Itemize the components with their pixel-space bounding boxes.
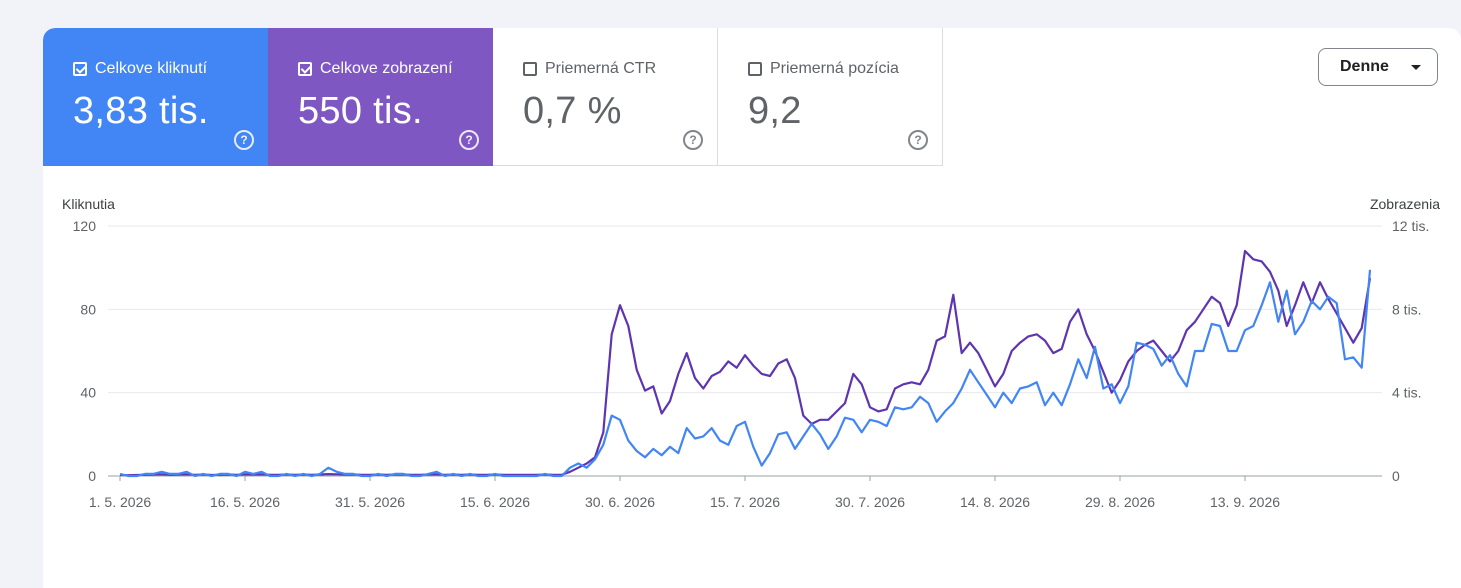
checkbox-impressions[interactable]: [298, 62, 312, 76]
metric-label-impressions: Celkove zobrazení: [320, 60, 453, 77]
y-tick-left: 120: [73, 218, 97, 234]
metric-value-clicks: 3,83 tis.: [73, 90, 209, 132]
metric-value-impressions: 550 tis.: [298, 90, 423, 132]
x-tick-label: 15. 7. 2026: [710, 494, 780, 510]
y-axis-label-right: Zobrazenia: [1370, 196, 1440, 212]
x-tick-label: 15. 6. 2026: [460, 494, 530, 510]
y-tick-right: 0: [1392, 468, 1400, 484]
metric-tile-position[interactable]: Priemerná pozícia 9,2 ?: [718, 28, 943, 166]
series-line-impressions: [119, 249, 1372, 477]
x-tick-label: 30. 6. 2026: [585, 494, 655, 510]
metric-label-ctr: Priemerná CTR: [545, 60, 657, 77]
help-icon[interactable]: ?: [908, 130, 928, 150]
checkbox-position[interactable]: [748, 62, 762, 76]
metric-label-clicks: Celkove kliknutí: [95, 60, 208, 77]
x-tick-label: 16. 5. 2026: [210, 494, 280, 510]
dropdown-value: Denne: [1340, 58, 1389, 75]
x-tick-label: 29. 8. 2026: [1085, 494, 1155, 510]
x-tick-label: 14. 8. 2026: [960, 494, 1030, 510]
checkbox-ctr[interactable]: [523, 62, 537, 76]
help-icon[interactable]: ?: [459, 130, 479, 150]
granularity-dropdown[interactable]: Denne: [1318, 48, 1438, 86]
y-tick-right: 8 tis.: [1392, 301, 1422, 317]
x-tick-label: 30. 7. 2026: [835, 494, 905, 510]
metric-value-ctr: 0,7 %: [523, 90, 622, 132]
metric-tile-clicks[interactable]: Celkove kliknutí 3,83 tis. ?: [43, 28, 268, 166]
help-icon[interactable]: ?: [683, 130, 703, 150]
y-tick-right: 4 tis.: [1392, 385, 1422, 401]
metric-value-position: 9,2: [748, 90, 802, 132]
x-tick-label: 13. 9. 2026: [1210, 494, 1280, 510]
x-tick-label: 1. 5. 2026: [89, 494, 151, 510]
help-icon[interactable]: ?: [234, 130, 254, 150]
checkbox-clicks[interactable]: [73, 62, 87, 76]
y-tick-left: 0: [88, 468, 96, 484]
y-tick-left: 80: [80, 301, 96, 317]
y-tick-left: 40: [80, 385, 96, 401]
performance-card: Celkove kliknutí 3,83 tis. ? Celkove zob…: [43, 28, 1461, 588]
metric-tile-ctr[interactable]: Priemerná CTR 0,7 % ?: [493, 28, 718, 166]
caret-down-icon: [1411, 65, 1421, 70]
metric-tile-impressions[interactable]: Celkove zobrazení 550 tis. ?: [268, 28, 493, 166]
y-axis-label-left: Kliknutia: [62, 196, 115, 212]
series-line-clicks: [119, 269, 1372, 478]
metric-label-position: Priemerná pozícia: [770, 60, 899, 77]
x-tick-label: 31. 5. 2026: [335, 494, 405, 510]
y-tick-right: 12 tis.: [1392, 218, 1429, 234]
